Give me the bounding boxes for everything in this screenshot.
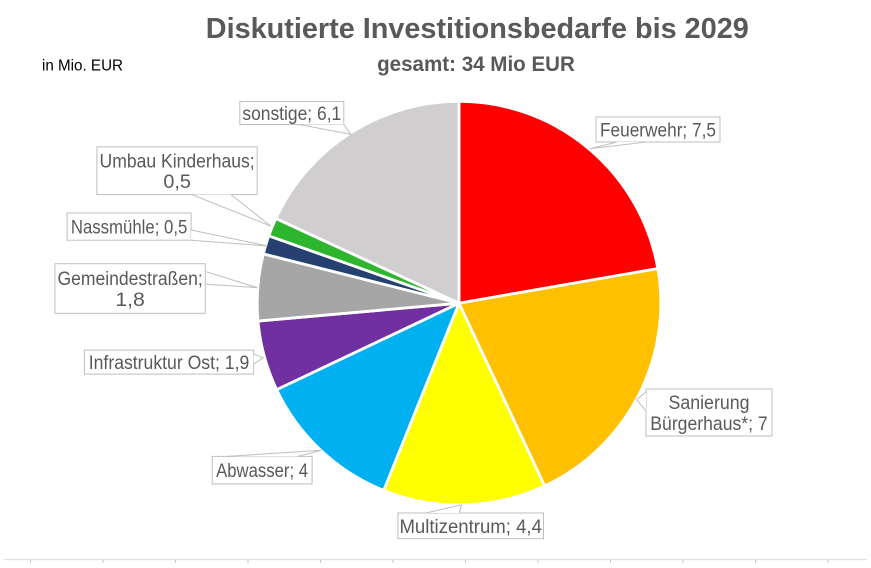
svg-text:in Mio. EUR: in Mio. EUR [42, 58, 123, 75]
svg-text:0,5: 0,5 [163, 172, 191, 193]
svg-text:Sanierung: Sanierung [669, 393, 750, 414]
svg-text:Umbau Kinderhaus;: Umbau Kinderhaus; [100, 151, 255, 172]
svg-text:Diskutierte Investitionsbedarf: Diskutierte Investitionsbedarfe bis 2029 [206, 13, 749, 45]
svg-text:sonstige; 6,1: sonstige; 6,1 [242, 104, 341, 125]
svg-text:Feuerwehr; 7,5: Feuerwehr; 7,5 [600, 121, 716, 142]
svg-text:Nassmühle; 0,5: Nassmühle; 0,5 [71, 218, 188, 239]
svg-text:Gemeindestraßen;: Gemeindestraßen; [57, 269, 202, 290]
svg-text:Bürgerhaus*; 7: Bürgerhaus*; 7 [650, 414, 767, 435]
svg-text:Multizentrum; 4,4: Multizentrum; 4,4 [399, 517, 542, 538]
svg-text:1,8: 1,8 [115, 290, 145, 311]
svg-text:gesamt: 34 Mio EUR: gesamt: 34 Mio EUR [377, 53, 575, 76]
svg-text:Infrastruktur Ost; 1,9: Infrastruktur Ost; 1,9 [89, 353, 250, 374]
svg-text:Abwasser; 4: Abwasser; 4 [216, 461, 308, 482]
